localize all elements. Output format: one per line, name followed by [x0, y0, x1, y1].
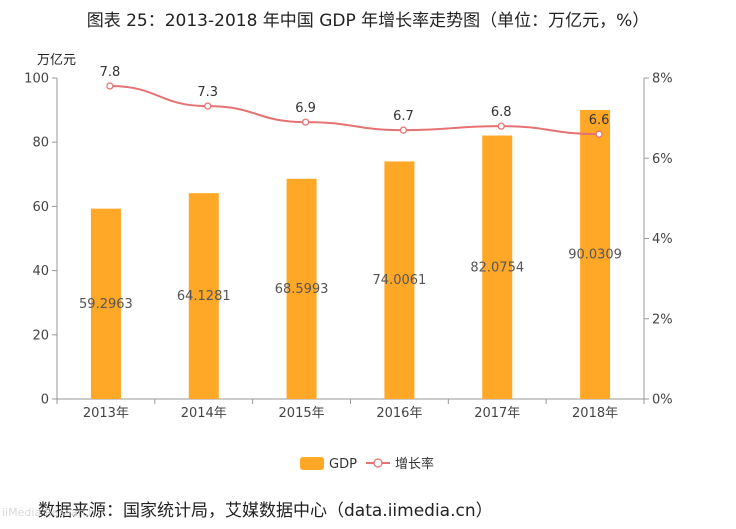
x-tick-label: 2015年	[279, 406, 325, 421]
gdp-bar	[90, 208, 121, 399]
growth-point	[204, 102, 212, 110]
left-tick-label: 60	[32, 200, 49, 215]
right-tick-label: 2%	[652, 312, 673, 327]
gdp-bar-label: 68.5993	[275, 282, 329, 297]
legend-growth-label: 增长率	[395, 456, 434, 472]
growth-point	[497, 122, 505, 130]
x-tick-label: 2016年	[376, 406, 422, 421]
growth-point	[301, 118, 310, 126]
left-tick-label: 20	[32, 328, 49, 343]
growth-line-path	[109, 85, 600, 136]
left-tick-label: 40	[32, 264, 49, 279]
legend-gdp-swatch	[300, 457, 324, 470]
growth-point	[106, 82, 114, 90]
bars	[90, 110, 611, 400]
growth-label: 6.7	[393, 109, 414, 124]
bar-labels: 59.2963 64.1281 68.5993 74.0061 82.0754 90.03…	[79, 248, 622, 312]
watermark: iiMedia Research	[2, 506, 96, 519]
gdp-bar	[384, 161, 415, 399]
left-axis-unit: 万亿元	[37, 53, 76, 68]
left-tick-label: 100	[24, 72, 49, 87]
x-axis: 2013年 2014年 2015年 2016年 2017年 2018年	[56, 398, 645, 421]
x-tick-label: 2018年	[572, 406, 618, 421]
x-tick-label: 2014年	[181, 406, 227, 421]
gdp-bar	[188, 193, 219, 399]
growth-label: 6.9	[295, 101, 316, 116]
growth-line: 7.8 7.3 6.9 6.7 6.8 6.6	[100, 65, 610, 138]
growth-point	[399, 126, 408, 134]
right-axis: 0% 2% 4% 6% 8%	[643, 72, 673, 408]
right-tick-label: 8%	[652, 72, 673, 87]
legend-gdp-label: GDP	[329, 457, 357, 472]
growth-label: 6.8	[491, 105, 512, 120]
growth-label: 7.8	[100, 65, 121, 80]
source-note: 数据来源：国家统计局，艾媒数据中心（data.iimedia.cn）	[38, 501, 493, 521]
gdp-bar-label: 90.0309	[568, 248, 622, 263]
growth-label: 7.3	[197, 85, 218, 100]
right-tick-label: 6%	[652, 152, 673, 167]
gdp-bar-label: 59.2963	[79, 297, 133, 312]
right-tick-label: 4%	[652, 232, 673, 247]
gdp-bar-label: 82.0754	[470, 260, 524, 275]
x-tick-label: 2017年	[474, 406, 520, 421]
gdp-bar	[482, 135, 513, 399]
gdp-bar-label: 64.1281	[177, 289, 231, 304]
gdp-bar-label: 74.0061	[373, 273, 427, 288]
growth-label: 6.6	[589, 113, 610, 128]
legend-growth-marker	[373, 458, 383, 468]
x-tick-label: 2013年	[83, 406, 129, 421]
growth-point	[595, 130, 603, 138]
gdp-bar	[580, 110, 611, 400]
right-tick-label: 0%	[652, 393, 673, 408]
legend: GDP 增长率	[300, 456, 434, 472]
chart-title: 图表 25：2013-2018 年中国 GDP 年增长率走势图（单位：万亿元，%…	[86, 11, 650, 31]
gdp-bar	[286, 178, 317, 399]
left-tick-label: 0	[41, 393, 49, 408]
left-axis: 0 20 40 60 80 100 万亿元	[24, 53, 76, 408]
left-tick-label: 80	[32, 136, 49, 151]
